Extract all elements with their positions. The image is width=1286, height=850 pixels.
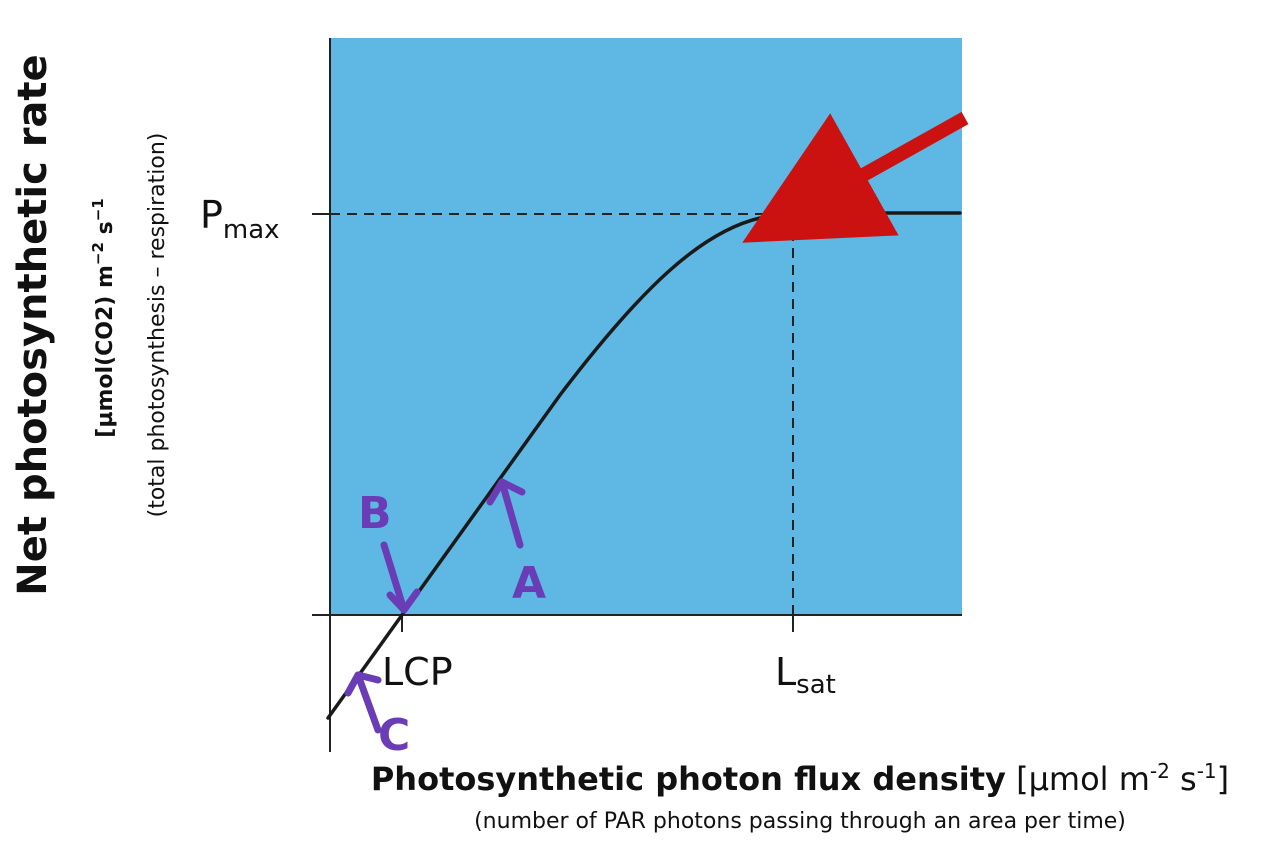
y-axis-unit: [µmol(CO2) m−2 s−1: [89, 198, 118, 437]
y-axis-title: Net photosynthetic rate: [10, 54, 56, 595]
y-axis-note: (total photosynthesis – respiration): [145, 133, 170, 518]
lcp-label: LCP: [382, 650, 453, 694]
lsat-label: Lsat: [775, 650, 836, 700]
svg-text:A: A: [512, 558, 546, 609]
plot-area: [330, 38, 962, 615]
svg-text:C: C: [378, 710, 410, 761]
svg-text:B: B: [358, 488, 392, 539]
x-axis-note: (number of PAR photons passing through a…: [474, 809, 1126, 834]
annotation-a: A: [486, 478, 546, 609]
annotation-c: C: [344, 671, 410, 761]
pmax-label: Pmax: [200, 193, 280, 245]
x-axis-title: Photosynthetic photon flux density [µmol…: [371, 759, 1229, 798]
red-pointer-arrow: [742, 111, 969, 243]
annotation-b: B: [358, 488, 421, 614]
